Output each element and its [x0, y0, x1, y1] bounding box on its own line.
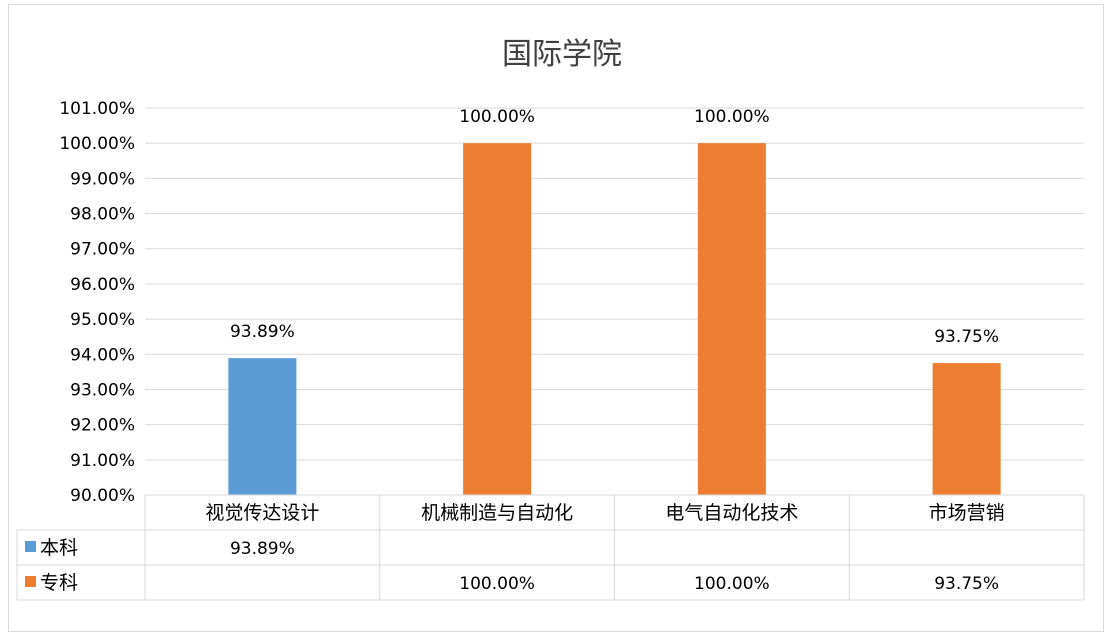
bar [697, 143, 766, 495]
y-tick-label: 91.00% [70, 451, 135, 471]
y-tick-label: 100.00% [59, 134, 135, 154]
bars [228, 143, 1001, 495]
data-label: 100.00% [459, 107, 535, 127]
data-label: 93.89% [230, 322, 295, 342]
chart-frame: 国际学院 90.00% 91.00% 92.00% 93.00% 94.00% 95.00… [8, 4, 1104, 632]
data-label: 100.00% [694, 107, 770, 127]
category-label: 电气自动化技术 [665, 502, 798, 524]
bar [932, 363, 1001, 495]
y-tick-label: 94.00% [70, 345, 135, 365]
y-tick-label: 97.00% [70, 240, 135, 260]
category-label: 机械制造与自动化 [421, 502, 573, 524]
y-tick-label: 96.00% [70, 275, 135, 295]
table-cell: 100.00% [459, 574, 535, 594]
y-tick-label: 92.00% [70, 416, 135, 436]
y-tick-label: 98.00% [70, 205, 135, 225]
category-label: 市场营销 [929, 502, 1005, 524]
legend-swatch [25, 541, 36, 552]
chart-title: 国际学院 [502, 37, 622, 72]
legend-label: 本科 [40, 537, 78, 559]
grid-lines [145, 107, 1084, 496]
y-tick-label: 90.00% [70, 486, 135, 506]
category-label: 视觉传达设计 [205, 502, 319, 524]
bar [228, 358, 297, 495]
table-cell: 93.75% [934, 574, 999, 594]
table-cell: 100.00% [694, 574, 770, 594]
table-cell: 93.89% [230, 539, 295, 559]
bar-chart: 国际学院 90.00% 91.00% 92.00% 93.00% 94.00% 95.00… [16, 37, 1085, 601]
y-tick-label: 93.00% [70, 380, 135, 400]
y-tick-label: 95.00% [70, 310, 135, 330]
y-axis-ticks: 90.00% 91.00% 92.00% 93.00% 94.00% 95.00% 96.0… [59, 99, 135, 506]
legend-label: 专科 [40, 572, 78, 594]
y-tick-label: 101.00% [59, 99, 135, 119]
data-labels: 93.89% 100.00% 100.00% 93.75% [230, 107, 999, 347]
data-label: 93.75% [934, 327, 999, 347]
legend-swatch [25, 576, 36, 587]
bar [463, 143, 532, 495]
y-tick-label: 99.00% [70, 169, 135, 189]
